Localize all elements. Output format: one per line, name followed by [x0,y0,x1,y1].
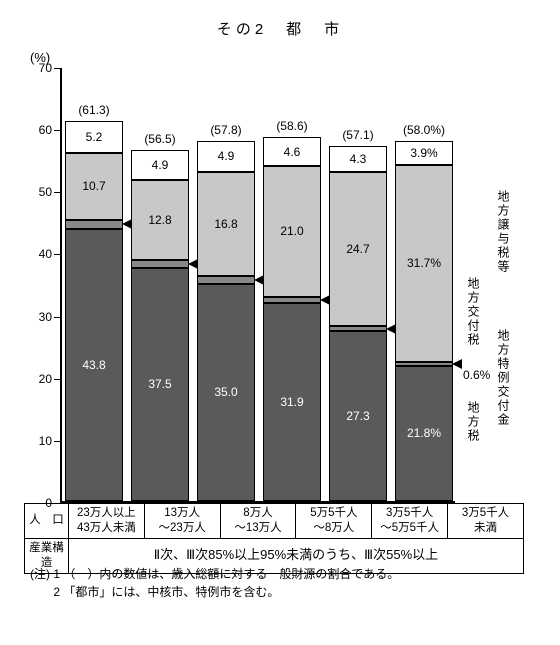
y-tick-label: 30 [39,310,62,324]
y-tick-label: 70 [39,61,62,75]
bar-segment: 27.3 [329,331,387,501]
bar-segment: 43.8 [65,229,123,501]
category-cell: 13万人～23万人 [144,504,220,539]
bar-group: 35.01.216.84.9(57.8) [197,141,255,501]
row-header-population: 人 口 [25,504,69,539]
pointer-arrow [452,359,462,369]
chart-area: 43.81.510.75.2(61.3)37.51.312.84.9(56.5)… [60,68,455,503]
bar-segment: 10.7 [65,153,123,219]
bar-segment: 31.9 [263,303,321,501]
note-line: 1 （ ）内の数値は、歳入総額に対する一般財源の割合である。 [53,565,399,583]
bar-segment: 4.9 [197,141,255,171]
bar-total-label: (61.3) [65,103,123,121]
category-cell: 3万5千人～5万5千人 [372,504,448,539]
chart-title: その2 都 市 [0,18,560,39]
bar-segment: 37.5 [131,268,189,501]
bar-segment: 4.3 [329,146,387,173]
y-tick-label: 20 [39,372,62,386]
bar-segment [329,326,387,332]
bar-group: 21.8%0.6%31.7%3.9%(58.0%) [395,141,453,501]
bar-segment: 12.8 [131,180,189,260]
bar-segment: 21.8% [395,366,453,501]
y-tick-label: 40 [39,247,62,261]
bar-segment: 16.8 [197,172,255,276]
bar-total-label: (57.1) [329,128,387,146]
bar-segment: 35.0 [197,284,255,502]
series-label-vertical: 地方特例交付金 [495,329,512,427]
bar-segment: 5.2 [65,121,123,153]
bar-total-label: (58.6) [263,119,321,137]
category-cell: 5万5千人～8万人 [296,504,372,539]
bar-segment: 3.9% [395,141,453,165]
bar-segment [131,260,189,268]
bar-segment [197,276,255,283]
category-cell: 8万人～13万人 [220,504,296,539]
bar-segment [65,220,123,229]
bar-group: 27.30.924.74.3(57.1) [329,146,387,501]
page-root: その2 都 市 (%) 43.81.510.75.2(61.3)37.51.31… [0,0,560,645]
category-cell: 3万5千人未満 [448,504,524,539]
bar-group: 37.51.312.84.9(56.5) [131,150,189,501]
bar-segment: 24.7 [329,172,387,325]
category-cell: 23万人以上43万人未満 [68,504,144,539]
category-table: 人 口 23万人以上43万人未満13万人～23万人8万人～13万人5万5千人～8… [24,503,524,574]
bars-container: 43.81.510.75.2(61.3)37.51.312.84.9(56.5)… [62,68,455,501]
footnotes: (注) 1 （ ）内の数値は、歳入総額に対する一般財源の割合である。 2 「都市… [30,565,399,601]
segment-label-external: 0.6% [463,368,490,382]
y-tick-label: 50 [39,185,62,199]
y-tick-label: 10 [39,434,62,448]
series-label-vertical: 地方交付税 [465,277,482,347]
bar-segment: 31.7% [395,165,453,362]
series-label-vertical: 地方税 [465,401,482,443]
bar-segment: 21.0 [263,166,321,297]
bar-segment: 4.6 [263,137,321,166]
table-row-population: 人 口 23万人以上43万人未満13万人～23万人8万人～13万人5万5千人～8… [25,504,524,539]
note-line: 2 「都市」には、中核市、特例市を含む。 [53,583,399,601]
bar-total-label: (57.8) [197,123,255,141]
bar-group: 31.91.021.04.6(58.6) [263,137,321,501]
y-tick-label: 60 [39,123,62,137]
bar-segment: 4.9 [131,150,189,180]
bar-segment [263,297,321,303]
bar-group: 43.81.510.75.2(61.3) [65,121,123,501]
series-label-vertical: 地方譲与税等 [495,190,512,274]
bar-total-label: (58.0%) [395,123,453,141]
notes-prefix: (注) [30,567,50,581]
bar-total-label: (56.5) [131,132,189,150]
bar-segment [395,362,453,366]
